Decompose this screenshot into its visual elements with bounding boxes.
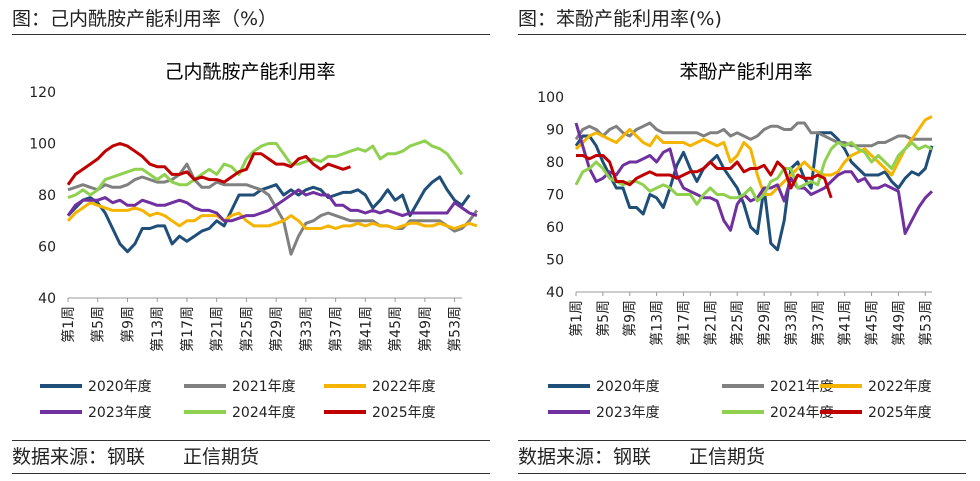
legend-label: 2023年度 [88, 405, 152, 421]
right-footer: 数据来源：钢联 正信期货 [518, 440, 966, 474]
series-line [67, 139, 464, 200]
left-panel: 图：己内酰胺产能利用率（%） 己内酰胺产能利用率 40 60 80 100 120 第1周第… [12, 4, 490, 474]
x-tick-label: 第5周 [90, 306, 107, 343]
x-tick-label: 第29周 [756, 300, 773, 346]
y-tick-label: 100 [29, 137, 56, 153]
y-tick-label: 80 [546, 155, 564, 171]
chart-title: 己内酰胺产能利用率 [164, 61, 335, 83]
series-line [66, 188, 478, 223]
x-tick-label: 第21周 [702, 300, 719, 346]
right-brand: 正信期货 [689, 446, 766, 468]
x-tick-label: 第1周 [568, 300, 585, 337]
y-tick-label: 60 [38, 240, 56, 256]
x-tick-label: 第21周 [209, 306, 226, 352]
y-tick-label: 80 [38, 188, 56, 204]
series-line [574, 141, 933, 206]
left-footer: 数据来源：钢联 正信期货 [12, 440, 490, 474]
legend-label: 2025年度 [372, 405, 436, 421]
x-tick-label: 第37周 [328, 306, 345, 352]
phenol-chart: 苯酚产能利用率405060708090100第1周 第5周 第9周 第13周 第17周第… [537, 61, 934, 421]
left-header: 图：己内酰胺产能利用率（%） [12, 4, 490, 35]
series-line [66, 142, 351, 186]
x-tick-label: 第33周 [298, 306, 315, 352]
legend-label: 2024年度 [770, 405, 834, 421]
x-tick-label: 第9周 [119, 306, 136, 343]
legend-label: 2020年度 [596, 379, 660, 395]
x-tick-label: 第41周 [837, 300, 854, 346]
chart-title: 苯酚产能利用率 [679, 61, 812, 83]
x-tick-label: 第25周 [729, 300, 746, 346]
legend-label: 2022年度 [372, 379, 436, 395]
legend-label: 2021年度 [232, 379, 296, 395]
x-tick-label: 第1周 [60, 306, 77, 343]
series-line [574, 131, 934, 252]
x-tick-label: 第41周 [357, 306, 374, 352]
series-line [66, 175, 471, 254]
left-source: 数据来源：钢联 [12, 446, 146, 468]
y-tick-label: 40 [38, 291, 56, 307]
series-line [66, 201, 478, 230]
left-brand: 正信期货 [183, 446, 260, 468]
x-tick-label: 第17周 [675, 300, 692, 346]
x-tick-label: 第17周 [179, 306, 196, 352]
series-line [67, 162, 479, 256]
x-tick-label: 第53周 [447, 306, 464, 352]
legend-label: 2023年度 [596, 405, 660, 421]
series-line [576, 154, 833, 199]
series-line [574, 115, 933, 196]
legend-label: 2022年度 [868, 379, 932, 395]
y-tick-label: 40 [546, 285, 564, 301]
x-tick-label: 第13周 [149, 306, 166, 352]
x-tick-label: 第37周 [810, 300, 827, 346]
y-tick-label: 60 [546, 220, 564, 236]
y-tick-label: 70 [546, 188, 564, 204]
x-tick-label: 第29周 [268, 306, 285, 352]
right-header: 图：苯酚产能利用率(%) [518, 4, 966, 35]
legend-label: 2025年度 [868, 405, 932, 421]
y-tick-label: 100 [537, 90, 564, 106]
x-tick-label: 第53周 [917, 300, 934, 346]
x-tick-label: 第25周 [238, 306, 255, 352]
series-line [574, 121, 932, 148]
x-tick-label: 第45周 [864, 300, 881, 346]
legend-label: 2021年度 [770, 379, 834, 395]
x-tick-label: 第5周 [595, 300, 612, 337]
x-tick-label: 第9周 [622, 300, 639, 337]
right-source: 数据来源：钢联 [518, 446, 652, 468]
x-tick-label: 第45周 [387, 306, 404, 352]
legend-label: 2024年度 [232, 405, 296, 421]
right-panel: 图：苯酚产能利用率(%) 苯酚产能利用率 40 50 60 70 80 90 100 第1周 第5… [490, 0, 980, 481]
y-tick-label: 90 [546, 123, 564, 139]
y-tick-label: 50 [546, 253, 564, 269]
x-tick-label: 第13周 [649, 300, 666, 346]
legend-label: 2020年度 [88, 379, 152, 395]
y-tick-label: 120 [29, 85, 56, 101]
x-tick-label: 第49周 [890, 300, 907, 346]
x-tick-label: 第49周 [417, 306, 434, 352]
series-line [574, 122, 934, 235]
x-tick-label: 第33周 [783, 300, 800, 346]
